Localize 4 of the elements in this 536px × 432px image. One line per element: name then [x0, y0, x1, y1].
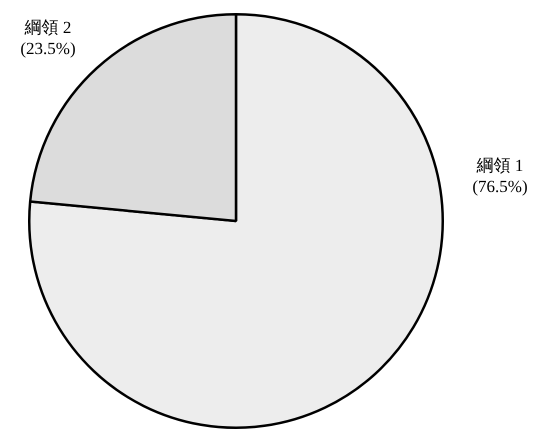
data-label: (76.5%) [472, 176, 528, 196]
data-label: (23.5%) [20, 38, 76, 58]
slice-label: 綱領 2 [24, 18, 72, 37]
slice-label: 綱領 1 [476, 156, 524, 175]
